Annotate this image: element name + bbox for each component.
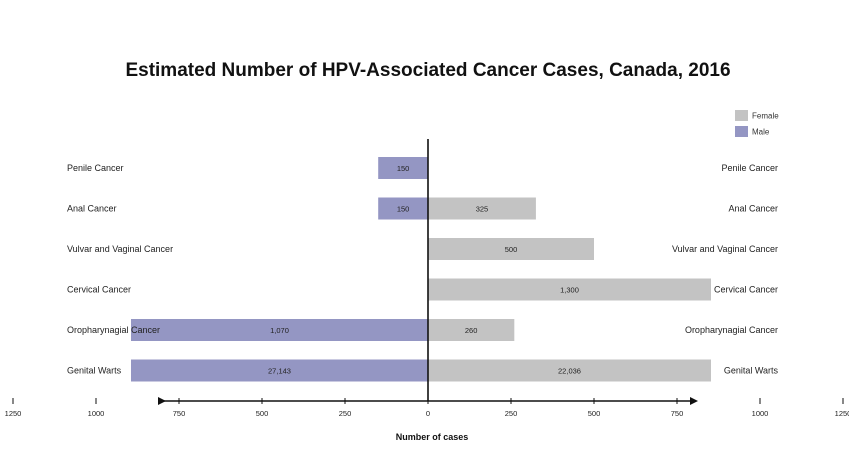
bar-value-male-oropharynagial-cancer: 1,070 — [270, 326, 289, 335]
bar-value-female-anal-cancer: 325 — [476, 205, 489, 214]
x-tick-right-500: 500 — [588, 409, 601, 418]
x-tick-left-500: 500 — [256, 409, 269, 418]
category-label-right-vulvar-and-vaginal-cancer: Vulvar and Vaginal Cancer — [672, 244, 778, 254]
category-label-right-genital-warts: Genital Warts — [724, 366, 779, 376]
bar-value-male-genital-warts: 27,143 — [268, 367, 291, 376]
x-tick-center-0: 0 — [426, 409, 430, 418]
legend: Female Male — [735, 110, 779, 137]
bar-value-female-vulvar-and-vaginal-cancer: 500 — [505, 245, 518, 254]
category-label-right-penile-cancer: Penile Cancer — [721, 163, 778, 173]
x-axis: 1500125010007505002500250500750100012501… — [5, 397, 849, 418]
legend-label-female: Female — [752, 112, 779, 121]
category-label-left-oropharynagial-cancer: Oropharynagial Cancer — [67, 325, 160, 335]
category-label-right-anal-cancer: Anal Cancer — [728, 204, 778, 214]
category-label-right-cervical-cancer: Cervical Cancer — [714, 285, 778, 295]
bar-male-anal-cancer — [378, 197, 428, 220]
bar-value-female-cervical-cancer: 1,300 — [560, 286, 579, 295]
category-label-left-genital-warts: Genital Warts — [67, 366, 122, 376]
bar-value-male-penile-cancer: 150 — [397, 164, 410, 173]
category-label-left-penile-cancer: Penile Cancer — [67, 163, 124, 173]
x-tick-left-750: 750 — [173, 409, 186, 418]
x-tick-left-1250: 1250 — [5, 409, 22, 418]
bar-value-female-oropharynagial-cancer: 260 — [465, 326, 478, 335]
category-label-left-vulvar-and-vaginal-cancer: Vulvar and Vaginal Cancer — [67, 244, 173, 254]
x-tick-left-250: 250 — [339, 409, 352, 418]
category-label-right-oropharynagial-cancer: Oropharynagial Cancer — [685, 325, 778, 335]
bar-male-penile-cancer — [378, 157, 428, 179]
bar-male-genital-warts — [131, 359, 428, 382]
x-axis-title: Number of cases — [396, 432, 469, 442]
bar-value-male-anal-cancer: 150 — [397, 205, 410, 214]
bar-female-anal-cancer — [428, 197, 536, 220]
bar-male-oropharynagial-cancer — [131, 319, 428, 341]
bars-layer: 150 150 325 500 1,300 1,070 260 27,143 22,036 — [131, 139, 711, 401]
bar-value-female-genital-warts: 22,036 — [558, 367, 581, 376]
x-tick-right-750: 750 — [671, 409, 684, 418]
legend-label-male: Male — [752, 128, 770, 137]
category-labels-layer: Penile Cancer Penile Cancer Anal Cancer Ana… — [67, 163, 778, 376]
category-label-left-anal-cancer: Anal Cancer — [67, 204, 117, 214]
legend-swatch-male — [735, 126, 748, 137]
bar-female-vulvar-and-vaginal-cancer — [428, 238, 594, 260]
x-tick-left-1000: 1000 — [88, 409, 105, 418]
x-tick-right-250: 250 — [505, 409, 518, 418]
x-tick-right-1250: 1250 — [835, 409, 849, 418]
category-label-left-cervical-cancer: Cervical Cancer — [67, 285, 131, 295]
bar-female-cervical-cancer — [428, 278, 711, 301]
x-tick-right-1000: 1000 — [752, 409, 769, 418]
bar-female-genital-warts — [428, 359, 711, 382]
chart-title: Estimated Number of HPV-Associated Cance… — [125, 60, 730, 81]
bar-female-oropharynagial-cancer — [428, 319, 515, 341]
legend-swatch-female — [735, 110, 748, 121]
